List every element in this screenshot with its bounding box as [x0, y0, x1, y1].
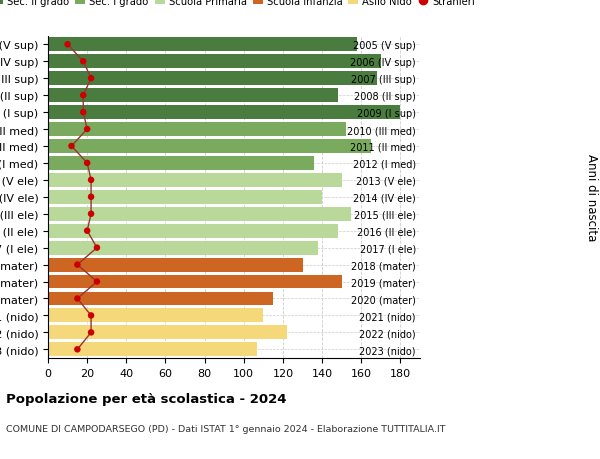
- Bar: [48, 342, 257, 357]
- Point: [86, 329, 96, 336]
- Bar: [48, 123, 346, 137]
- Point: [86, 177, 96, 184]
- Bar: [48, 241, 318, 255]
- Point: [86, 312, 96, 319]
- Point: [79, 92, 88, 100]
- Bar: [48, 190, 322, 204]
- Point: [86, 211, 96, 218]
- Point: [82, 126, 92, 134]
- Bar: [48, 275, 341, 289]
- Point: [92, 278, 102, 285]
- Point: [82, 160, 92, 167]
- Bar: [48, 309, 263, 323]
- Point: [73, 346, 82, 353]
- Bar: [48, 106, 400, 120]
- Text: Popolazione per età scolastica - 2024: Popolazione per età scolastica - 2024: [6, 392, 287, 405]
- Bar: [48, 38, 358, 52]
- Point: [73, 261, 82, 269]
- Bar: [48, 326, 287, 340]
- Point: [67, 143, 76, 150]
- Bar: [48, 258, 302, 272]
- Bar: [48, 55, 381, 69]
- Point: [82, 228, 92, 235]
- Point: [86, 194, 96, 201]
- Bar: [48, 292, 273, 306]
- Bar: [48, 89, 338, 103]
- Text: Anni di nascita: Anni di nascita: [584, 154, 598, 241]
- Bar: [48, 174, 341, 187]
- Bar: [48, 140, 371, 154]
- Bar: [48, 207, 352, 221]
- Bar: [48, 72, 377, 86]
- Point: [79, 109, 88, 117]
- Legend: Sec. II grado, Sec. I grado, Scuola Primaria, Scuola Infanzia, Asilo Nido, Stran: Sec. II grado, Sec. I grado, Scuola Prim…: [0, 0, 475, 7]
- Point: [86, 75, 96, 83]
- Bar: [48, 157, 314, 170]
- Bar: [48, 224, 338, 238]
- Point: [73, 295, 82, 302]
- Point: [79, 58, 88, 66]
- Point: [92, 245, 102, 252]
- Text: COMUNE DI CAMPODARSEGO (PD) - Dati ISTAT 1° gennaio 2024 - Elaborazione TUTTITAL: COMUNE DI CAMPODARSEGO (PD) - Dati ISTAT…: [6, 425, 445, 434]
- Point: [63, 41, 73, 49]
